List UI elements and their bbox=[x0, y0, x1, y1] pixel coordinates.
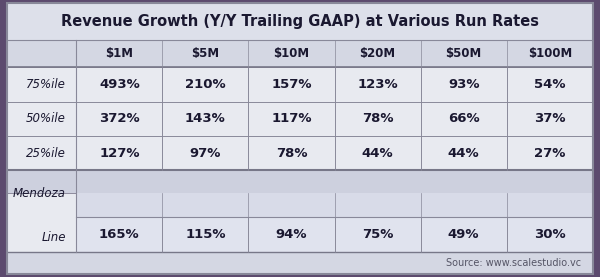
Text: 143%: 143% bbox=[185, 112, 226, 125]
Bar bbox=[335, 67, 421, 102]
Text: $50M: $50M bbox=[446, 47, 482, 60]
Text: 49%: 49% bbox=[448, 228, 479, 241]
Bar bbox=[163, 67, 248, 102]
Bar bbox=[76, 67, 163, 102]
Text: 30%: 30% bbox=[534, 228, 566, 241]
Bar bbox=[76, 136, 163, 170]
Text: 117%: 117% bbox=[271, 112, 312, 125]
Bar bbox=[7, 170, 593, 193]
Bar bbox=[421, 193, 507, 217]
Bar bbox=[421, 136, 507, 170]
Text: 94%: 94% bbox=[276, 228, 307, 241]
Bar bbox=[421, 40, 507, 67]
Text: 50%ile: 50%ile bbox=[26, 112, 66, 125]
Bar bbox=[421, 102, 507, 136]
Bar bbox=[163, 217, 248, 252]
Bar bbox=[507, 136, 593, 170]
Text: 493%: 493% bbox=[99, 78, 140, 91]
Text: 27%: 27% bbox=[534, 147, 565, 160]
Text: $1M: $1M bbox=[106, 47, 133, 60]
Bar bbox=[421, 67, 507, 102]
Bar bbox=[76, 40, 163, 67]
Text: Source: www.scalestudio.vc: Source: www.scalestudio.vc bbox=[446, 258, 581, 268]
Text: 372%: 372% bbox=[99, 112, 140, 125]
Bar bbox=[163, 40, 248, 67]
Text: 37%: 37% bbox=[534, 112, 566, 125]
Bar bbox=[7, 102, 76, 136]
Bar bbox=[163, 136, 248, 170]
Bar bbox=[7, 193, 76, 252]
Bar bbox=[7, 3, 593, 40]
Bar bbox=[7, 40, 76, 67]
Text: 78%: 78% bbox=[362, 112, 394, 125]
Bar bbox=[335, 193, 421, 217]
Bar bbox=[7, 67, 76, 102]
Bar bbox=[507, 217, 593, 252]
Bar bbox=[248, 40, 335, 67]
Bar bbox=[7, 252, 593, 274]
Text: Revenue Growth (Y/Y Trailing GAAP) at Various Run Rates: Revenue Growth (Y/Y Trailing GAAP) at Va… bbox=[61, 14, 539, 29]
Bar bbox=[248, 102, 335, 136]
Text: 25%ile: 25%ile bbox=[26, 147, 66, 160]
Bar bbox=[507, 67, 593, 102]
Bar bbox=[76, 217, 163, 252]
Bar bbox=[7, 136, 76, 170]
Bar bbox=[507, 40, 593, 67]
Text: 93%: 93% bbox=[448, 78, 479, 91]
Text: 44%: 44% bbox=[362, 147, 394, 160]
Bar bbox=[421, 217, 507, 252]
Bar bbox=[507, 102, 593, 136]
Text: Mendoza: Mendoza bbox=[13, 187, 66, 200]
Text: 165%: 165% bbox=[99, 228, 140, 241]
Text: 66%: 66% bbox=[448, 112, 479, 125]
Text: 127%: 127% bbox=[99, 147, 140, 160]
Text: 75%ile: 75%ile bbox=[26, 78, 66, 91]
Text: 44%: 44% bbox=[448, 147, 479, 160]
Text: 115%: 115% bbox=[185, 228, 226, 241]
Text: 157%: 157% bbox=[271, 78, 312, 91]
Bar bbox=[248, 193, 335, 217]
Text: 78%: 78% bbox=[276, 147, 307, 160]
Text: $5M: $5M bbox=[191, 47, 220, 60]
Bar bbox=[248, 136, 335, 170]
Text: 97%: 97% bbox=[190, 147, 221, 160]
Bar bbox=[248, 217, 335, 252]
Bar bbox=[335, 102, 421, 136]
Bar bbox=[335, 217, 421, 252]
Bar bbox=[507, 193, 593, 217]
Text: Line: Line bbox=[41, 231, 66, 244]
Text: $20M: $20M bbox=[359, 47, 395, 60]
Text: 210%: 210% bbox=[185, 78, 226, 91]
Bar bbox=[335, 40, 421, 67]
Bar bbox=[335, 136, 421, 170]
Text: $10M: $10M bbox=[274, 47, 310, 60]
Bar bbox=[248, 67, 335, 102]
Bar bbox=[163, 102, 248, 136]
Bar bbox=[76, 193, 163, 217]
Text: $100M: $100M bbox=[527, 47, 572, 60]
Bar bbox=[76, 102, 163, 136]
Text: 123%: 123% bbox=[357, 78, 398, 91]
Bar bbox=[163, 193, 248, 217]
Text: 54%: 54% bbox=[534, 78, 566, 91]
Text: 75%: 75% bbox=[362, 228, 393, 241]
